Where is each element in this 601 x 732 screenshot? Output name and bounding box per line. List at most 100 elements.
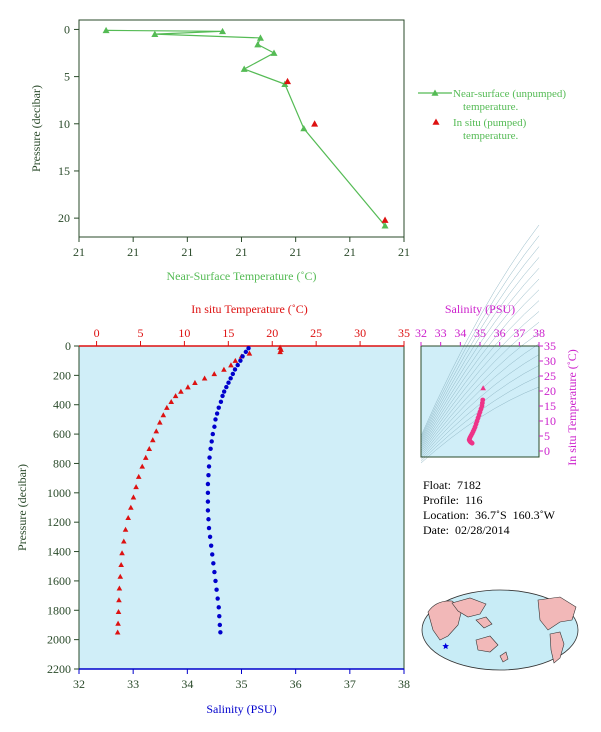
salinity-point bbox=[246, 346, 251, 351]
profile-salinity-series bbox=[205, 346, 251, 635]
salinity-point bbox=[206, 517, 211, 522]
salinity-point bbox=[230, 371, 236, 377]
profile-y-axis-label: Pressure (decibar) bbox=[15, 464, 29, 551]
salinity-point bbox=[218, 399, 224, 404]
profile-y-tick-label: 1400 bbox=[47, 545, 71, 559]
profile-bottom-tick-label: 37 bbox=[344, 677, 356, 691]
ts-density-contour bbox=[420, 332, 540, 455]
salinity-point bbox=[207, 534, 213, 540]
legend-label-near-surface-2: temperature. bbox=[463, 101, 519, 113]
temperature-point bbox=[172, 393, 179, 399]
profile-y-tick-label: 1800 bbox=[47, 603, 71, 617]
float-number: Float: 7182 bbox=[423, 478, 482, 492]
near-surface-x-tick-label: 21 bbox=[73, 245, 85, 259]
near-surface-plot-frame bbox=[78, 19, 405, 238]
profile-bottom-tick-label: 35 bbox=[236, 677, 248, 691]
salinity-point bbox=[214, 587, 219, 592]
ts-density-contour bbox=[420, 365, 540, 460]
ts-top-point bbox=[480, 385, 486, 391]
near-surface-x-tick-label: 21 bbox=[398, 245, 410, 259]
in-situ-pumped-point bbox=[284, 77, 292, 85]
profile-y-tick-label: 200 bbox=[53, 368, 71, 382]
profile-y-tick-label: 400 bbox=[53, 398, 71, 412]
profile-top-tick-label: 5 bbox=[137, 326, 143, 340]
salinity-point bbox=[220, 393, 225, 399]
near-surface-line bbox=[106, 29, 386, 227]
temperature-point bbox=[139, 463, 146, 469]
ts-point bbox=[469, 440, 475, 446]
salinity-point bbox=[208, 543, 214, 548]
salinity-point bbox=[218, 630, 223, 635]
ts-density-contour bbox=[420, 311, 540, 451]
salinity-point bbox=[240, 354, 245, 359]
salinity-point bbox=[216, 605, 221, 610]
near-surface-series bbox=[102, 26, 389, 229]
near-surface-x-axis-label: Near-Surface Temperature (˚C) bbox=[167, 269, 317, 283]
ts-top-axis-label: Salinity (PSU) bbox=[445, 302, 515, 316]
profile-top-axis-label: In situ Temperature (˚C) bbox=[191, 302, 308, 316]
ts-density-contour bbox=[420, 322, 540, 453]
temperature-point bbox=[211, 371, 218, 377]
temperature-point bbox=[135, 473, 142, 479]
salinity-point bbox=[217, 622, 223, 628]
temperature-point bbox=[168, 398, 175, 405]
salinity-point bbox=[210, 552, 215, 557]
ts-density-contour bbox=[420, 289, 540, 447]
temperature-point bbox=[201, 375, 208, 381]
near-surface-y-tick-label: 10 bbox=[58, 117, 70, 131]
ts-density-contour bbox=[420, 354, 540, 458]
in-situ-pumped-point bbox=[311, 120, 319, 127]
profile-y-tick-label: 2200 bbox=[47, 662, 71, 676]
profile-bottom-tick-label: 36 bbox=[290, 677, 302, 691]
temperature-point bbox=[130, 494, 137, 500]
near-surface-y-tick-label: 15 bbox=[58, 164, 70, 178]
profile-bottom-axis-label: Salinity (PSU) bbox=[206, 702, 276, 716]
salinity-point bbox=[238, 358, 243, 363]
ts-right-tick-label: 20 bbox=[544, 384, 556, 398]
map-land bbox=[475, 635, 499, 653]
temperature-point bbox=[192, 379, 198, 385]
near-surface-legend bbox=[418, 89, 452, 125]
map-land bbox=[499, 651, 509, 663]
temperature-point bbox=[116, 585, 123, 591]
map-land bbox=[549, 631, 565, 664]
temperature-point bbox=[221, 366, 227, 372]
profile-y-tick-label: 0 bbox=[65, 339, 71, 353]
temperature-point bbox=[246, 350, 253, 356]
ts-right-tick-label: 0 bbox=[544, 444, 550, 458]
salinity-point bbox=[214, 411, 220, 416]
near-surface-x-tick-label: 21 bbox=[290, 245, 302, 259]
salinity-point bbox=[212, 424, 217, 429]
salinity-point bbox=[228, 376, 233, 381]
temperature-point bbox=[114, 629, 121, 635]
temperature-point bbox=[228, 362, 234, 368]
ts-density-contours bbox=[420, 224, 540, 464]
ts-density-contour bbox=[420, 224, 540, 437]
ts-right-tick-label: 35 bbox=[544, 339, 556, 353]
ts-top-tick-label: 34 bbox=[454, 326, 466, 340]
near-surface-y-tick-label: 5 bbox=[64, 70, 70, 84]
profile-plot-frame bbox=[78, 345, 405, 670]
temperature-point bbox=[164, 404, 170, 410]
temperature-point bbox=[178, 388, 184, 394]
salinity-point bbox=[206, 473, 211, 478]
world-map bbox=[421, 589, 579, 671]
profile-bottom-tick-label: 32 bbox=[73, 677, 85, 691]
salinity-point bbox=[208, 446, 213, 451]
salinity-point bbox=[213, 417, 218, 422]
temperature-point bbox=[119, 550, 125, 556]
profile-top-tick-label: 10 bbox=[178, 326, 190, 340]
profile-y-tick-label: 600 bbox=[53, 427, 71, 441]
in-situ-pumped-series bbox=[284, 77, 389, 223]
temperature-point bbox=[160, 412, 167, 418]
salinity-point bbox=[205, 490, 211, 496]
ts-right-tick-label: 15 bbox=[544, 399, 556, 413]
salinity-point bbox=[206, 464, 212, 469]
float-info: Float: 7182 Profile: 116 Location: 36.7˚… bbox=[423, 478, 555, 538]
salinity-point bbox=[217, 613, 222, 619]
near-surface-x-tick-label: 21 bbox=[344, 245, 356, 259]
near-surface-x-tick-label: 21 bbox=[181, 245, 193, 259]
ts-density-contour bbox=[420, 235, 540, 438]
temperature-point bbox=[142, 454, 149, 460]
ts-top-tick-label: 32 bbox=[415, 326, 427, 340]
